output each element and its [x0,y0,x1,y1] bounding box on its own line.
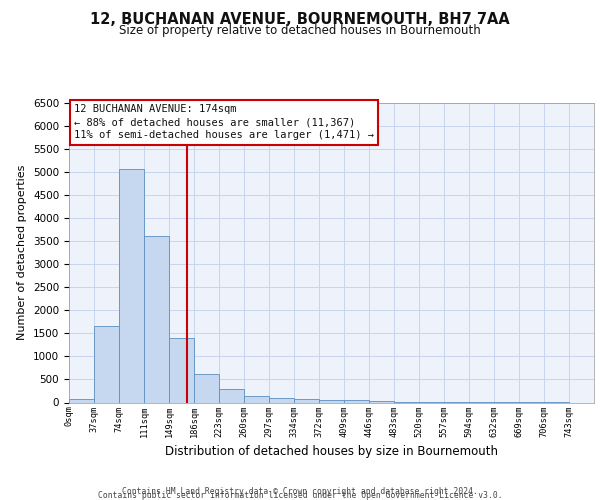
Bar [294,399,319,402]
Bar [169,338,194,402]
Text: Contains HM Land Registry data © Crown copyright and database right 2024.: Contains HM Land Registry data © Crown c… [122,487,478,496]
Y-axis label: Number of detached properties: Number of detached properties [17,165,28,340]
Bar [344,400,369,402]
Bar [69,399,94,402]
Bar [94,326,119,402]
Text: 12 BUCHANAN AVENUE: 174sqm
← 88% of detached houses are smaller (11,367)
11% of : 12 BUCHANAN AVENUE: 174sqm ← 88% of deta… [74,104,374,141]
Bar [144,236,169,402]
Text: Contains public sector information licensed under the Open Government Licence v3: Contains public sector information licen… [98,491,502,500]
Bar [244,396,269,402]
Bar [119,170,144,402]
Bar [269,398,294,402]
Text: Size of property relative to detached houses in Bournemouth: Size of property relative to detached ho… [119,24,481,37]
Bar [219,388,244,402]
Bar [319,400,344,402]
Text: 12, BUCHANAN AVENUE, BOURNEMOUTH, BH7 7AA: 12, BUCHANAN AVENUE, BOURNEMOUTH, BH7 7A… [90,12,510,28]
Bar [369,401,394,402]
Bar [194,374,219,402]
X-axis label: Distribution of detached houses by size in Bournemouth: Distribution of detached houses by size … [165,445,498,458]
